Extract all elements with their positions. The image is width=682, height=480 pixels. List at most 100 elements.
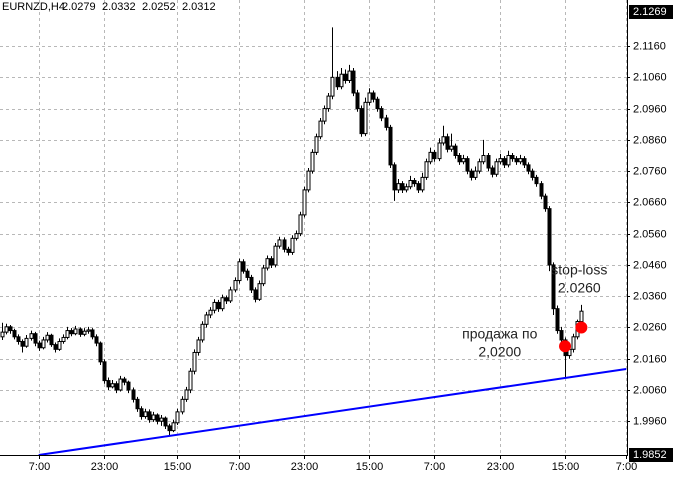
candle-body: [518, 158, 523, 163]
candle-body: [8, 326, 13, 332]
candle-body: [412, 180, 417, 185]
candle-body: [302, 189, 307, 216]
annotation: 2.0260: [558, 280, 601, 296]
y-tick-label: 2.0860: [633, 134, 667, 146]
candle-body: [57, 341, 62, 350]
candle-body: [477, 161, 482, 172]
y-tick-label: 2.1160: [633, 40, 666, 52]
candle-body: [290, 237, 295, 253]
candle-body: [404, 186, 409, 191]
candle-body: [20, 341, 25, 347]
candle-body: [4, 326, 9, 333]
candle-body: [437, 142, 442, 160]
candle-body: [441, 136, 446, 144]
candle-body: [122, 378, 127, 383]
x-tick-label: 23:00: [291, 461, 319, 473]
candle-body: [224, 297, 229, 302]
candle-body: [343, 73, 348, 81]
candle-body: [330, 76, 335, 97]
candle-body: [273, 245, 278, 266]
candle-body: [90, 329, 95, 338]
annotation: stop-loss: [551, 262, 607, 278]
candle-body: [0, 331, 5, 338]
candle-body: [355, 92, 360, 110]
candle-body: [106, 380, 111, 388]
candle-body: [69, 330, 74, 335]
candle-body: [396, 183, 401, 191]
y-tick-label: 2.0560: [633, 228, 667, 240]
candle-body: [65, 330, 70, 338]
candle-body: [78, 328, 83, 335]
candle-body: [171, 422, 176, 432]
header-value: 2.0332: [102, 1, 136, 13]
candle-body: [359, 108, 364, 135]
candle-body: [159, 417, 164, 422]
candle-body: [143, 411, 148, 418]
candle-body: [400, 183, 405, 191]
candle-body: [237, 261, 242, 282]
candle-body: [265, 258, 270, 269]
order-marker: [559, 340, 572, 353]
y-tick-label: 1.9960: [633, 415, 667, 427]
candle-body: [326, 95, 331, 110]
candle-body: [208, 309, 213, 316]
candle-body: [530, 170, 535, 178]
candle-body: [559, 330, 564, 341]
candle-body: [216, 301, 221, 310]
y-limit-label: 1.9852: [633, 449, 667, 461]
candle-body: [367, 92, 372, 103]
candle-body: [547, 208, 552, 266]
candle-body: [465, 158, 470, 172]
candle-body: [363, 101, 368, 135]
candle-body: [241, 261, 246, 272]
candle-body: [98, 342, 103, 363]
candle-body: [551, 264, 556, 310]
candle-body: [388, 126, 393, 166]
candle-body: [61, 336, 66, 343]
symbol: EURNZD,H4: [2, 1, 65, 13]
candle-body: [192, 351, 197, 372]
header-value: 2.0252: [142, 1, 176, 13]
candle-body: [424, 161, 429, 178]
candle-body: [49, 334, 54, 346]
y-tick-label: 2.0660: [633, 196, 667, 208]
candle-body: [286, 248, 291, 253]
candle-body: [163, 417, 168, 427]
price-box: [629, 5, 673, 19]
annotation: 2,0200: [478, 344, 521, 360]
candle-body: [579, 310, 584, 323]
candle-body: [94, 336, 99, 344]
candle-body: [188, 370, 193, 391]
candle-body: [41, 339, 46, 349]
x-tick-label: 7:00: [616, 461, 637, 473]
candle-body: [131, 389, 136, 400]
candle-body: [53, 344, 58, 350]
candle-body: [486, 154, 491, 169]
candle-body: [33, 333, 38, 344]
candle-body: [526, 164, 531, 172]
candle-body: [24, 337, 29, 347]
candle-body: [306, 170, 311, 191]
x-tick-label: 7:00: [29, 461, 50, 473]
candle-body: [502, 158, 507, 166]
candle-body: [257, 283, 262, 300]
y-tick-label: 2.0460: [633, 259, 667, 271]
candle-body: [310, 151, 315, 172]
candle-body: [220, 297, 225, 310]
candle-body: [539, 183, 544, 197]
candle-body: [555, 308, 560, 332]
y-tick-label: 2.0060: [633, 384, 667, 396]
candle-body: [469, 170, 474, 178]
candle-body: [420, 176, 425, 191]
candle-body: [114, 383, 119, 391]
candle-body: [184, 389, 189, 400]
candle-body: [233, 280, 238, 291]
x-tick-label: 23:00: [91, 461, 119, 473]
candle-body: [204, 314, 209, 325]
candle-body: [110, 383, 115, 388]
candle-body: [261, 267, 266, 285]
candle-body: [534, 176, 539, 185]
candle-body: [522, 158, 527, 166]
y-tick-label: 2.0160: [633, 353, 667, 365]
